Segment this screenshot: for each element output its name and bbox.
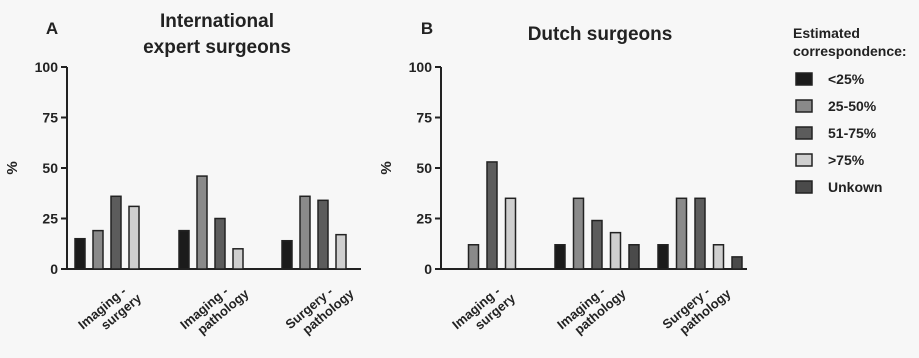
legend-swatch bbox=[795, 126, 813, 140]
y-tick-label: 25 bbox=[416, 211, 432, 227]
panel-letter: B bbox=[421, 19, 433, 38]
bar bbox=[128, 205, 140, 270]
bar bbox=[591, 219, 603, 270]
y-tick-label: 75 bbox=[42, 110, 58, 126]
y-tick-label: 100 bbox=[409, 59, 433, 75]
legend-swatch bbox=[795, 153, 813, 167]
bar bbox=[299, 195, 311, 270]
y-tick-label: 50 bbox=[416, 160, 432, 176]
legend-label: >75% bbox=[828, 152, 865, 168]
bar bbox=[92, 229, 104, 270]
bar bbox=[214, 217, 226, 270]
bar bbox=[731, 256, 743, 270]
bar bbox=[467, 244, 480, 270]
legend: Estimated correspondence: <25% 25-50% 51-75%… bbox=[793, 25, 907, 195]
bar bbox=[609, 231, 622, 270]
y-tick-label: 25 bbox=[42, 211, 58, 227]
panel-letter: A bbox=[46, 19, 58, 38]
x-tick-label: Imaging -surgery bbox=[75, 284, 144, 333]
chart-title-line: expert surgeons bbox=[143, 37, 291, 58]
bar bbox=[178, 229, 190, 270]
y-tick-label: 100 bbox=[35, 59, 59, 75]
legend-swatch bbox=[795, 99, 813, 113]
chart-title-line: International bbox=[160, 11, 274, 32]
bar bbox=[657, 244, 669, 270]
bar bbox=[232, 248, 244, 270]
legend-swatch bbox=[795, 72, 813, 86]
y-tick-label: 50 bbox=[42, 160, 58, 176]
legend-title-line: Estimated bbox=[793, 25, 860, 41]
bar bbox=[196, 175, 208, 270]
bar bbox=[554, 244, 566, 270]
bar bbox=[628, 244, 640, 270]
bar bbox=[74, 237, 86, 270]
legend-title-line: correspondence: bbox=[793, 43, 907, 59]
panel-a: A International expert surgeons% 0 25 50 75 100… bbox=[4, 11, 361, 338]
x-tick-label: Surgery -pathology bbox=[659, 284, 734, 338]
chart-title-line: Dutch surgeons bbox=[528, 24, 673, 45]
x-tick-label: Imaging -pathology bbox=[554, 284, 629, 338]
panel-b: B Dutch surgeons% 0 25 50 75 100 Imaging -surge… bbox=[378, 19, 747, 338]
y-tick-label: 0 bbox=[50, 261, 58, 277]
legend-label: Unkown bbox=[828, 179, 882, 195]
y-axis-label: % bbox=[378, 161, 395, 174]
bar bbox=[504, 197, 517, 270]
y-axis-label: % bbox=[4, 161, 21, 174]
bar bbox=[712, 244, 725, 270]
y-tick-label: 0 bbox=[424, 261, 432, 277]
legend-label: <25% bbox=[828, 71, 865, 87]
x-tick-label: Imaging -surgery bbox=[449, 284, 518, 333]
legend-label: 25-50% bbox=[828, 98, 877, 114]
legend-label: 51-75% bbox=[828, 125, 877, 141]
x-tick-label: Surgery -pathology bbox=[282, 284, 357, 338]
bar bbox=[335, 233, 347, 270]
bar bbox=[694, 197, 706, 270]
bar bbox=[110, 195, 122, 270]
bar bbox=[281, 239, 293, 270]
legend-swatch bbox=[795, 180, 813, 194]
y-tick-label: 75 bbox=[416, 110, 432, 126]
bar bbox=[572, 197, 585, 270]
bar bbox=[486, 161, 498, 270]
bar bbox=[317, 199, 329, 270]
x-tick-label: Imaging -pathology bbox=[177, 284, 252, 338]
bar bbox=[675, 197, 688, 270]
